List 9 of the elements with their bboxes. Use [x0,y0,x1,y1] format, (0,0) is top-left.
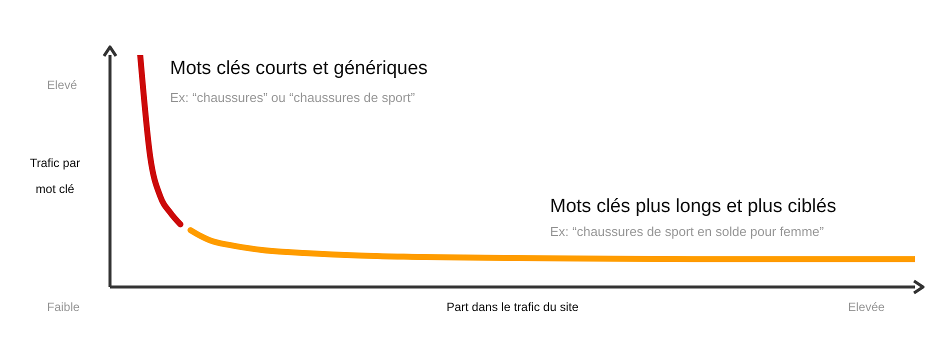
text: Elevé [47,78,78,92]
x-axis-title: Part dans le trafic du site [446,300,579,314]
annotation: Ex: “chaussures” ou “chaussures de sport” [170,90,415,105]
text: Elevée [848,300,885,314]
annotation: Ex: “chaussures de sport en solde pour femme” [550,224,824,239]
text: Faible [47,300,80,314]
annotation: Mots clés courts et génériques [170,58,428,80]
y-axis-title: Trafic par mot clé [28,155,82,198]
annotation: Mots clés plus longs et plus ciblés [550,196,836,218]
